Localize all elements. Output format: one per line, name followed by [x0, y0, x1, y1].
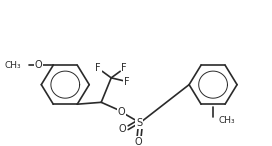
- Text: F: F: [121, 64, 127, 73]
- Text: O: O: [35, 60, 42, 70]
- Text: O: O: [134, 137, 142, 146]
- Text: S: S: [136, 118, 142, 128]
- Text: O: O: [118, 107, 125, 117]
- Text: CH₃: CH₃: [5, 61, 21, 70]
- Text: O: O: [118, 124, 126, 134]
- Text: F: F: [95, 64, 101, 73]
- Text: CH₃: CH₃: [218, 116, 235, 125]
- Text: F: F: [124, 77, 130, 87]
